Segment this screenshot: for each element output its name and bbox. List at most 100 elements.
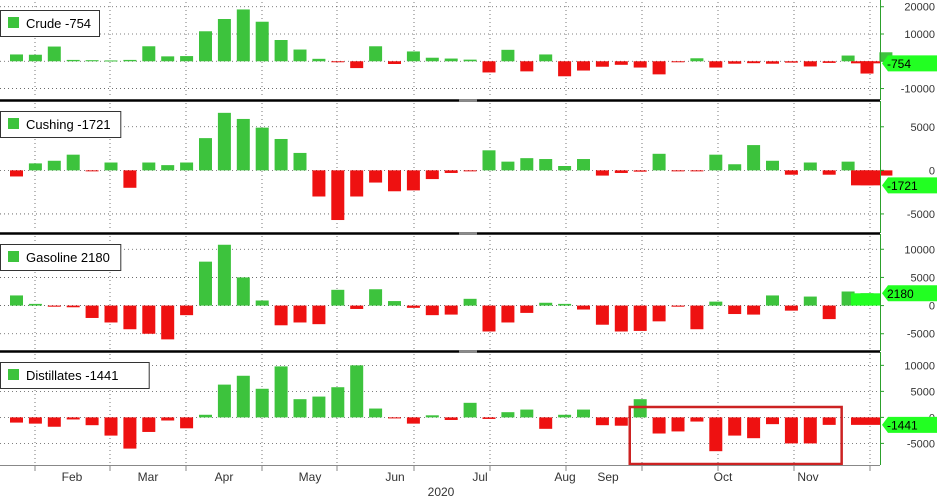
bar: [293, 305, 307, 323]
current-value-tag: [882, 285, 937, 302]
bar: [671, 170, 685, 172]
bar: [331, 387, 345, 418]
bar: [161, 56, 175, 62]
legend-box: [0, 111, 122, 138]
bar: [784, 417, 798, 444]
current-bar: [851, 417, 880, 425]
bar: [747, 305, 761, 315]
bar: [312, 305, 326, 325]
bar: [66, 154, 80, 171]
bar: [369, 289, 383, 306]
bar: [520, 305, 534, 313]
bar: [728, 305, 742, 315]
bar: [595, 170, 609, 176]
bar: [879, 52, 893, 62]
bar: [463, 402, 477, 418]
bar: [747, 417, 761, 439]
bar: [312, 396, 326, 418]
bar: [520, 61, 534, 72]
bar: [66, 59, 80, 62]
bar: [388, 301, 401, 306]
bar: [671, 61, 685, 63]
bar: [803, 417, 817, 444]
bar: [879, 170, 893, 176]
bar: [822, 170, 836, 175]
bar: [766, 295, 779, 306]
bar: [180, 162, 194, 171]
bar: [784, 170, 798, 175]
bar: [388, 61, 401, 64]
bar: [690, 58, 704, 62]
bar: [425, 305, 439, 316]
bar: [652, 153, 666, 171]
bar: [558, 303, 572, 306]
bar: [217, 112, 231, 171]
bar: [614, 61, 628, 65]
bar: [747, 61, 761, 64]
bar: [274, 366, 288, 418]
bar: [406, 305, 420, 308]
bar: [501, 412, 515, 418]
x-tick-label: Mar: [138, 470, 159, 484]
bar: [161, 305, 175, 340]
bar: [312, 58, 326, 62]
bar: [331, 170, 345, 221]
x-tick-label: Oct: [714, 470, 733, 484]
bar: [180, 305, 194, 316]
bar: [293, 49, 307, 62]
y-tick-label: 10000: [904, 244, 935, 256]
bar: [558, 414, 572, 418]
bar: [293, 399, 307, 418]
bar: [350, 365, 364, 418]
y-tick-label: 0: [929, 301, 935, 313]
bar: [709, 301, 723, 306]
bar: [728, 417, 742, 436]
bar: [331, 289, 345, 306]
bar: [595, 417, 609, 426]
bar: [217, 19, 231, 62]
bar: [28, 163, 42, 171]
bar: [803, 61, 817, 67]
bar: [444, 58, 458, 62]
bar: [822, 417, 836, 425]
bar: [47, 417, 61, 427]
bar: [539, 54, 553, 62]
bar: [784, 61, 798, 63]
y-tick-label: 5000: [911, 386, 935, 398]
bar: [633, 170, 647, 172]
bar: [199, 31, 212, 62]
bar: [28, 417, 42, 424]
bar: [766, 160, 779, 171]
current-value-label: -1721: [887, 179, 918, 193]
bar: [161, 417, 175, 421]
current-value-label: -1441: [887, 418, 918, 432]
y-tick-label: 5000: [911, 122, 935, 134]
bar: [690, 417, 704, 422]
bar: [614, 305, 628, 332]
bar: [633, 305, 647, 331]
bar: [199, 261, 212, 306]
bar: [10, 170, 23, 177]
bar: [350, 170, 364, 197]
bar: [236, 375, 250, 418]
x-tick-label: Sep: [597, 470, 619, 484]
bar: [350, 61, 364, 69]
bar: [255, 127, 269, 171]
bar: [784, 305, 798, 311]
current-bar: [851, 170, 880, 186]
bar: [803, 162, 817, 171]
bar: [728, 164, 742, 171]
bar: [142, 305, 156, 334]
bar: [47, 160, 61, 171]
bar: [369, 408, 383, 418]
bar: [142, 46, 156, 62]
bar: [331, 61, 345, 63]
bar: [633, 61, 647, 68]
bar: [123, 305, 137, 330]
x-tick-label: Nov: [797, 470, 818, 484]
bar: [312, 170, 326, 197]
y-tick-label: 5000: [911, 272, 935, 284]
legend-swatch: [8, 17, 19, 28]
